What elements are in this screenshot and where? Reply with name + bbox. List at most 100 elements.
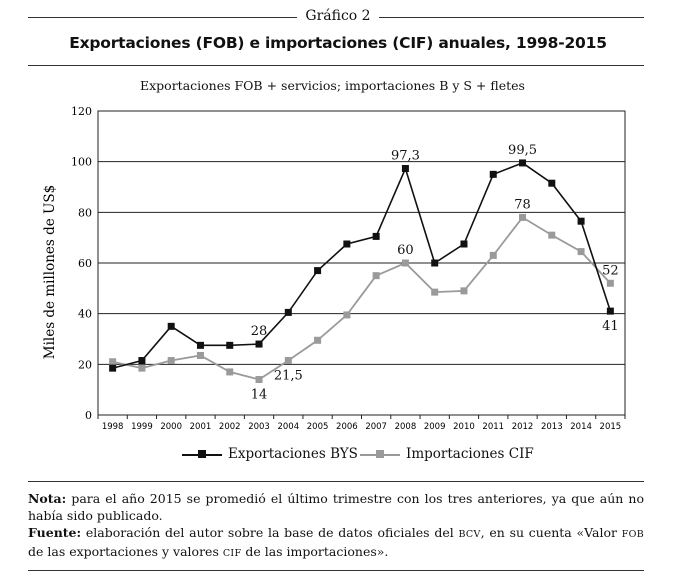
source-text-2: , en su cuenta «Valor	[480, 525, 622, 540]
data-point-exportaciones	[460, 240, 468, 248]
legend-item-importaciones: Importaciones CIF	[360, 446, 534, 462]
y-tick-label: 40	[78, 308, 92, 321]
data-label: 60	[397, 243, 414, 258]
x-tick-label: 2012	[512, 422, 534, 432]
data-point-exportaciones	[284, 308, 292, 316]
data-point-exportaciones	[577, 217, 585, 225]
title-rule	[28, 65, 644, 66]
data-point-importaciones	[606, 279, 614, 287]
data-label: 97,3	[391, 149, 420, 164]
x-tick-labels: 1998 1999 2000 2001 2002 2003 2004 2005 2006 2007…	[97, 415, 626, 432]
notes-top-rule	[28, 481, 644, 482]
x-tick-label: 2014	[570, 422, 592, 432]
note-text: para el año 2015 se promedió el último t…	[28, 491, 644, 523]
x-tick-label: 2013	[541, 422, 563, 432]
x-tick-label: 2009	[424, 422, 446, 432]
x-tick-label: 2007	[365, 422, 387, 432]
data-label: 41	[602, 319, 619, 334]
annotations: 28 97,3 99,5 41 14 21,5 60 78 52	[251, 143, 619, 403]
y-tick-label: 20	[78, 358, 92, 371]
legend-swatch-importaciones	[360, 447, 400, 461]
data-point-importaciones	[343, 311, 351, 319]
x-tick-label: 2001	[190, 422, 212, 432]
data-label: 78	[514, 197, 531, 212]
data-point-importaciones	[489, 251, 497, 259]
source-cif: cif	[222, 548, 242, 559]
data-point-exportaciones	[314, 267, 322, 275]
data-point-importaciones	[314, 336, 322, 344]
data-point-exportaciones	[606, 307, 614, 315]
chart-header-label: Gráfico 2	[0, 8, 676, 26]
data-point-importaciones	[255, 376, 263, 384]
data-point-exportaciones	[138, 357, 146, 365]
source-fob: fob	[621, 529, 644, 540]
source-label: Fuente:	[28, 525, 82, 540]
data-point-importaciones	[548, 231, 556, 239]
figure-number: Gráfico 2	[297, 8, 379, 24]
data-point-exportaciones	[343, 240, 351, 248]
source-text-3: de las exportaciones y valores	[28, 544, 223, 559]
data-point-importaciones	[284, 357, 292, 365]
x-tick-label: 2002	[219, 422, 241, 432]
x-tick-label: 1998	[102, 422, 124, 432]
notes-bottom-rule	[28, 570, 644, 571]
data-point-exportaciones	[519, 159, 527, 167]
note-paragraph: Nota: para el año 2015 se promedió el úl…	[28, 490, 644, 524]
x-tick-label: 2011	[482, 422, 504, 432]
legend-swatch-exportaciones	[182, 447, 222, 461]
x-tick-label: 2006	[336, 422, 358, 432]
data-point-importaciones	[431, 288, 439, 296]
data-point-exportaciones	[431, 259, 439, 267]
data-point-importaciones	[372, 272, 380, 280]
y-axis-label: Miles de millones de US$	[42, 185, 58, 360]
legend: Exportaciones BYS Importaciones CIF	[0, 446, 676, 466]
x-tick-label: 2005	[307, 422, 329, 432]
data-label: 21,5	[274, 369, 303, 384]
data-point-exportaciones	[401, 165, 409, 173]
legend-item-exportaciones: Exportaciones BYS	[182, 446, 358, 462]
data-point-exportaciones	[109, 364, 117, 372]
notes-block: Nota: para el año 2015 se promedió el úl…	[28, 490, 644, 562]
data-point-exportaciones	[226, 341, 234, 349]
series-line-exportaciones	[112, 162, 612, 369]
x-tick-label: 2008	[395, 422, 417, 432]
y-tick-label: 100	[71, 156, 92, 169]
data-point-exportaciones	[372, 232, 380, 240]
data-label: 28	[251, 324, 268, 339]
legend-label-importaciones: Importaciones CIF	[406, 446, 534, 462]
y-tick-labels: 0 20 40 60 80 100 120	[71, 105, 92, 422]
data-point-importaciones	[167, 357, 175, 365]
data-label: 99,5	[508, 143, 537, 158]
y-tick-label: 0	[85, 409, 92, 422]
data-point-importaciones	[138, 364, 146, 372]
note-label: Nota:	[28, 491, 67, 506]
y-tick-label: 60	[78, 257, 92, 270]
series-group	[109, 159, 614, 384]
data-point-importaciones	[109, 358, 117, 366]
chart-subtitle: Exportaciones FOB + servicios; importaci…	[140, 78, 525, 93]
chart-title: Exportaciones (FOB) e importaciones (CIF…	[69, 34, 607, 52]
source-bcv: bcv	[458, 529, 481, 540]
y-tick-label: 120	[71, 105, 92, 118]
data-point-importaciones	[196, 351, 204, 359]
data-point-exportaciones	[167, 322, 175, 330]
data-point-exportaciones	[489, 170, 497, 178]
data-point-exportaciones	[548, 179, 556, 187]
x-tick-label: 2010	[453, 422, 475, 432]
data-label: 52	[602, 263, 619, 278]
data-point-importaciones	[460, 287, 468, 295]
line-chart: 0 20 40 60 80 100 120 1998 1999 2000 2001 2002 2003…	[42, 105, 626, 432]
x-tick-label: 2004	[277, 422, 299, 432]
data-point-importaciones	[519, 213, 527, 221]
data-point-exportaciones	[255, 340, 263, 348]
data-point-importaciones	[401, 259, 409, 267]
data-point-importaciones	[226, 368, 234, 376]
grid-lines	[98, 110, 625, 365]
source-text-4: de las importaciones».	[241, 544, 389, 559]
x-tick-label: 2000	[160, 422, 182, 432]
source-text-1: elaboración del autor sobre la base de d…	[81, 525, 459, 540]
x-tick-label: 1999	[131, 422, 153, 432]
legend-label-exportaciones: Exportaciones BYS	[228, 446, 358, 462]
source-paragraph: Fuente: elaboración del autor sobre la b…	[28, 524, 644, 562]
data-label: 14	[251, 388, 268, 403]
